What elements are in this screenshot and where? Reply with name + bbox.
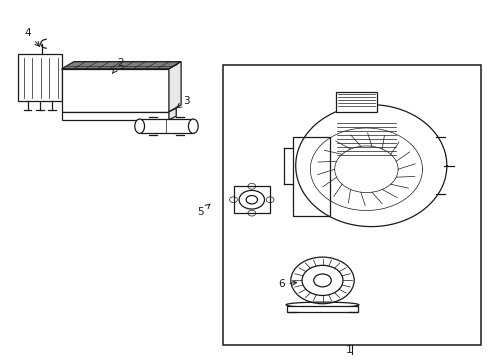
Bar — [61, 112, 168, 120]
Text: 3: 3 — [177, 96, 189, 108]
Polygon shape — [168, 108, 176, 120]
Polygon shape — [168, 62, 181, 112]
Bar — [140, 119, 193, 134]
Bar — [286, 306, 357, 312]
Polygon shape — [61, 69, 168, 112]
Bar — [18, 54, 61, 101]
Text: 4: 4 — [24, 28, 40, 46]
Bar — [335, 92, 377, 112]
Polygon shape — [61, 62, 181, 69]
Ellipse shape — [188, 119, 198, 134]
Ellipse shape — [285, 302, 358, 307]
Text: 1: 1 — [345, 345, 352, 355]
Ellipse shape — [135, 119, 144, 134]
Bar — [222, 65, 480, 345]
Text: 2: 2 — [112, 58, 123, 73]
Text: 6: 6 — [277, 279, 296, 289]
Text: 5: 5 — [197, 204, 209, 217]
Bar — [293, 137, 329, 216]
Bar — [233, 186, 269, 213]
